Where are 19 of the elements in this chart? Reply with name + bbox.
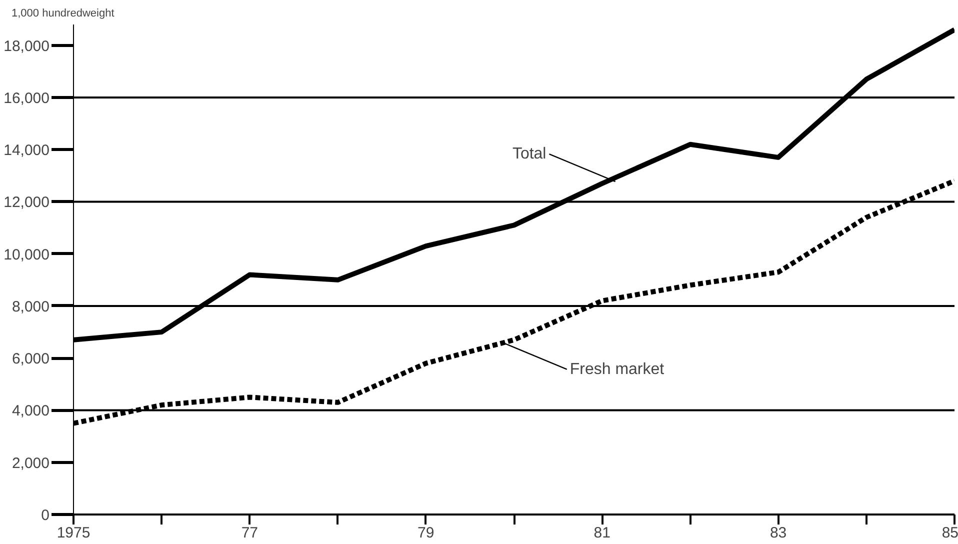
y-axis-title: 1,000 hundredweight: [12, 8, 114, 20]
x-tick-label: 81: [594, 524, 610, 542]
y-tick-label: 6,000: [12, 350, 50, 368]
text: Fresh market: [570, 360, 665, 378]
y-tick-label: 10,000: [4, 246, 50, 264]
y-tick-label: 2,000: [12, 454, 50, 472]
y-tick-label: 16,000: [4, 90, 50, 107]
y-tick-label: 0: [41, 507, 50, 524]
x-tick-label: 83: [770, 524, 787, 542]
y-tick-label: 4,000: [12, 402, 50, 420]
y-tick-label: 18,000: [4, 38, 50, 55]
y-tick-label: 12,000: [4, 194, 50, 212]
y-tick-label: 14,000: [4, 142, 50, 160]
x-tick-label: 1975: [56, 524, 90, 542]
x-tick-label: 85: [942, 524, 958, 542]
x-tick-label: 77: [241, 524, 258, 542]
y-tick-label: 8,000: [12, 298, 50, 316]
x-tick-label: 79: [418, 524, 434, 542]
text: Total: [512, 146, 546, 163]
